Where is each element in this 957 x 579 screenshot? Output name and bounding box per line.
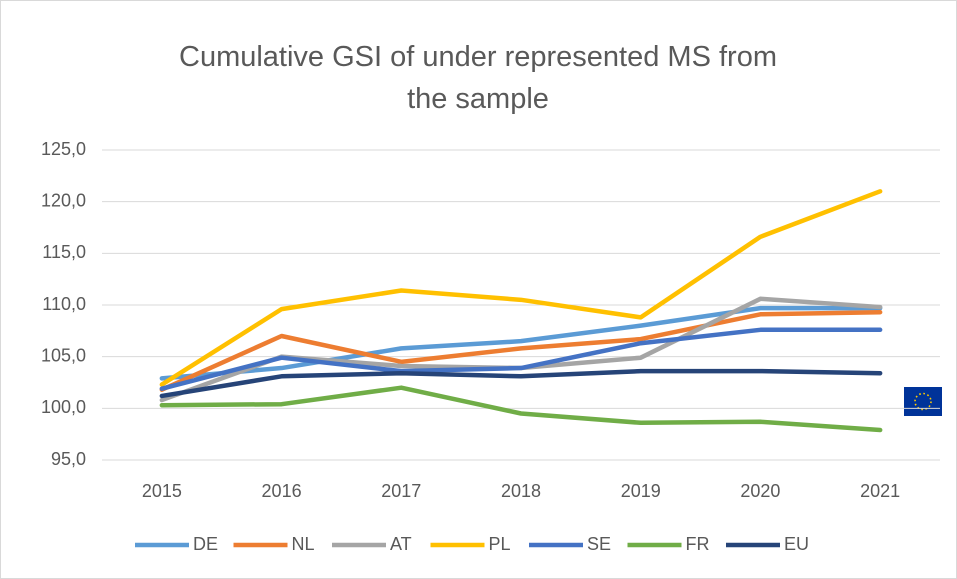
y-tick-label: 110,0 [42, 294, 86, 314]
legend-label: SE [587, 534, 611, 554]
series-line [159, 189, 883, 387]
y-tick-label: 100,0 [41, 397, 86, 417]
legend-label: AT [390, 534, 412, 554]
series-line [159, 305, 883, 381]
eu-flag [904, 387, 942, 416]
series-line [159, 309, 883, 392]
y-tick-label: 105,0 [41, 345, 86, 365]
legend-label: NL [292, 534, 315, 554]
series-line [159, 368, 883, 399]
x-tick-label: 2021 [860, 481, 900, 501]
x-tick-label: 2015 [142, 481, 182, 501]
x-tick-label: 2018 [501, 481, 541, 501]
series-line [159, 327, 883, 391]
x-tick-label: 2019 [621, 481, 661, 501]
x-tick-label: 2020 [740, 481, 780, 501]
series-line [159, 385, 883, 433]
chart-title: Cumulative GSI of under represented MS f… [179, 41, 777, 115]
legend-label: PL [489, 534, 511, 554]
legend-label: FR [686, 534, 710, 554]
y-tick-label: 120,0 [41, 190, 86, 210]
y-tick-label: 95,0 [51, 449, 86, 469]
legend-label: DE [193, 534, 218, 554]
y-tick-label: 115,0 [42, 242, 86, 262]
flag-stars [914, 392, 932, 411]
x-tick-label: 2016 [262, 481, 302, 501]
legend-label: EU [784, 534, 809, 554]
x-tick-label: 2017 [381, 481, 421, 501]
y-tick-label: 125,0 [41, 139, 86, 159]
flag-field [904, 387, 942, 416]
